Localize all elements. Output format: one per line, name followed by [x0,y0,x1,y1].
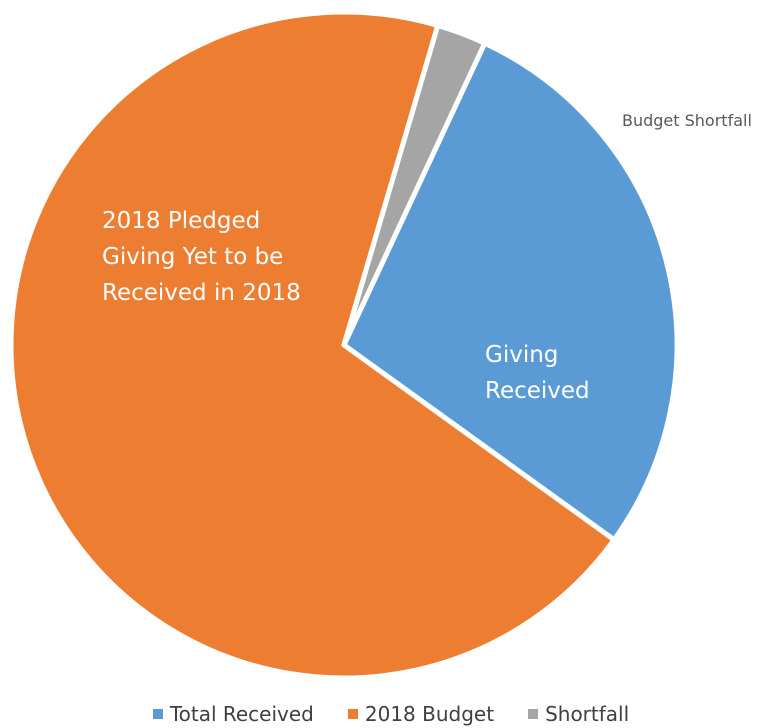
pie-slice-2018-budget [8,9,617,681]
pie-chart-svg: Giving Received 2018 Pledged Giving Yet … [8,9,752,681]
legend-swatch-2018-budget [347,708,358,719]
legend-item-shortfall: Shortfall [528,702,629,726]
legend-label-total-received: Total Received [169,701,314,726]
legend-label-shortfall: Shortfall [545,701,630,726]
legend-swatch-total-received [152,708,163,719]
legend-item-2018-budget: 2018 Budget [347,701,495,726]
legend: Total Received 2018 Budget Shortfall [0,699,782,728]
slice-label-shortfall: Budget Shortfall [622,111,752,130]
legend-item-total-received: Total Received [152,701,314,726]
legend-swatch-shortfall [528,708,539,719]
pie-slices [8,9,680,681]
slice-label-total-received: Giving Received [485,342,590,404]
legend-label-2018-budget: 2018 Budget [364,701,495,726]
pie-labels: Giving Received 2018 Pledged Giving Yet … [102,111,752,404]
pie-slice-shortfall [341,22,488,348]
slice-label-2018-budget: 2018 Pledged Giving Yet to be Received i… [102,208,301,306]
